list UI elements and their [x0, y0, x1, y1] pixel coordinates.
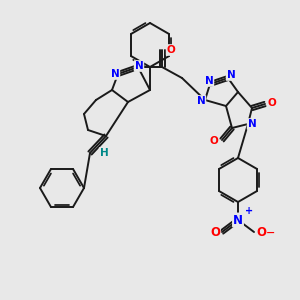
Text: O: O — [167, 45, 176, 55]
Text: O: O — [210, 136, 218, 146]
Text: N: N — [135, 61, 143, 71]
Text: O: O — [210, 226, 220, 239]
Text: N: N — [205, 76, 213, 86]
Text: N: N — [196, 96, 206, 106]
Text: O: O — [268, 98, 276, 108]
Text: O: O — [256, 226, 266, 239]
Text: N: N — [111, 69, 119, 79]
Text: H: H — [100, 148, 108, 158]
Text: N: N — [226, 70, 236, 80]
Text: N: N — [233, 214, 243, 226]
Text: +: + — [245, 206, 253, 216]
Text: N: N — [248, 119, 256, 129]
Text: −: − — [266, 228, 275, 238]
